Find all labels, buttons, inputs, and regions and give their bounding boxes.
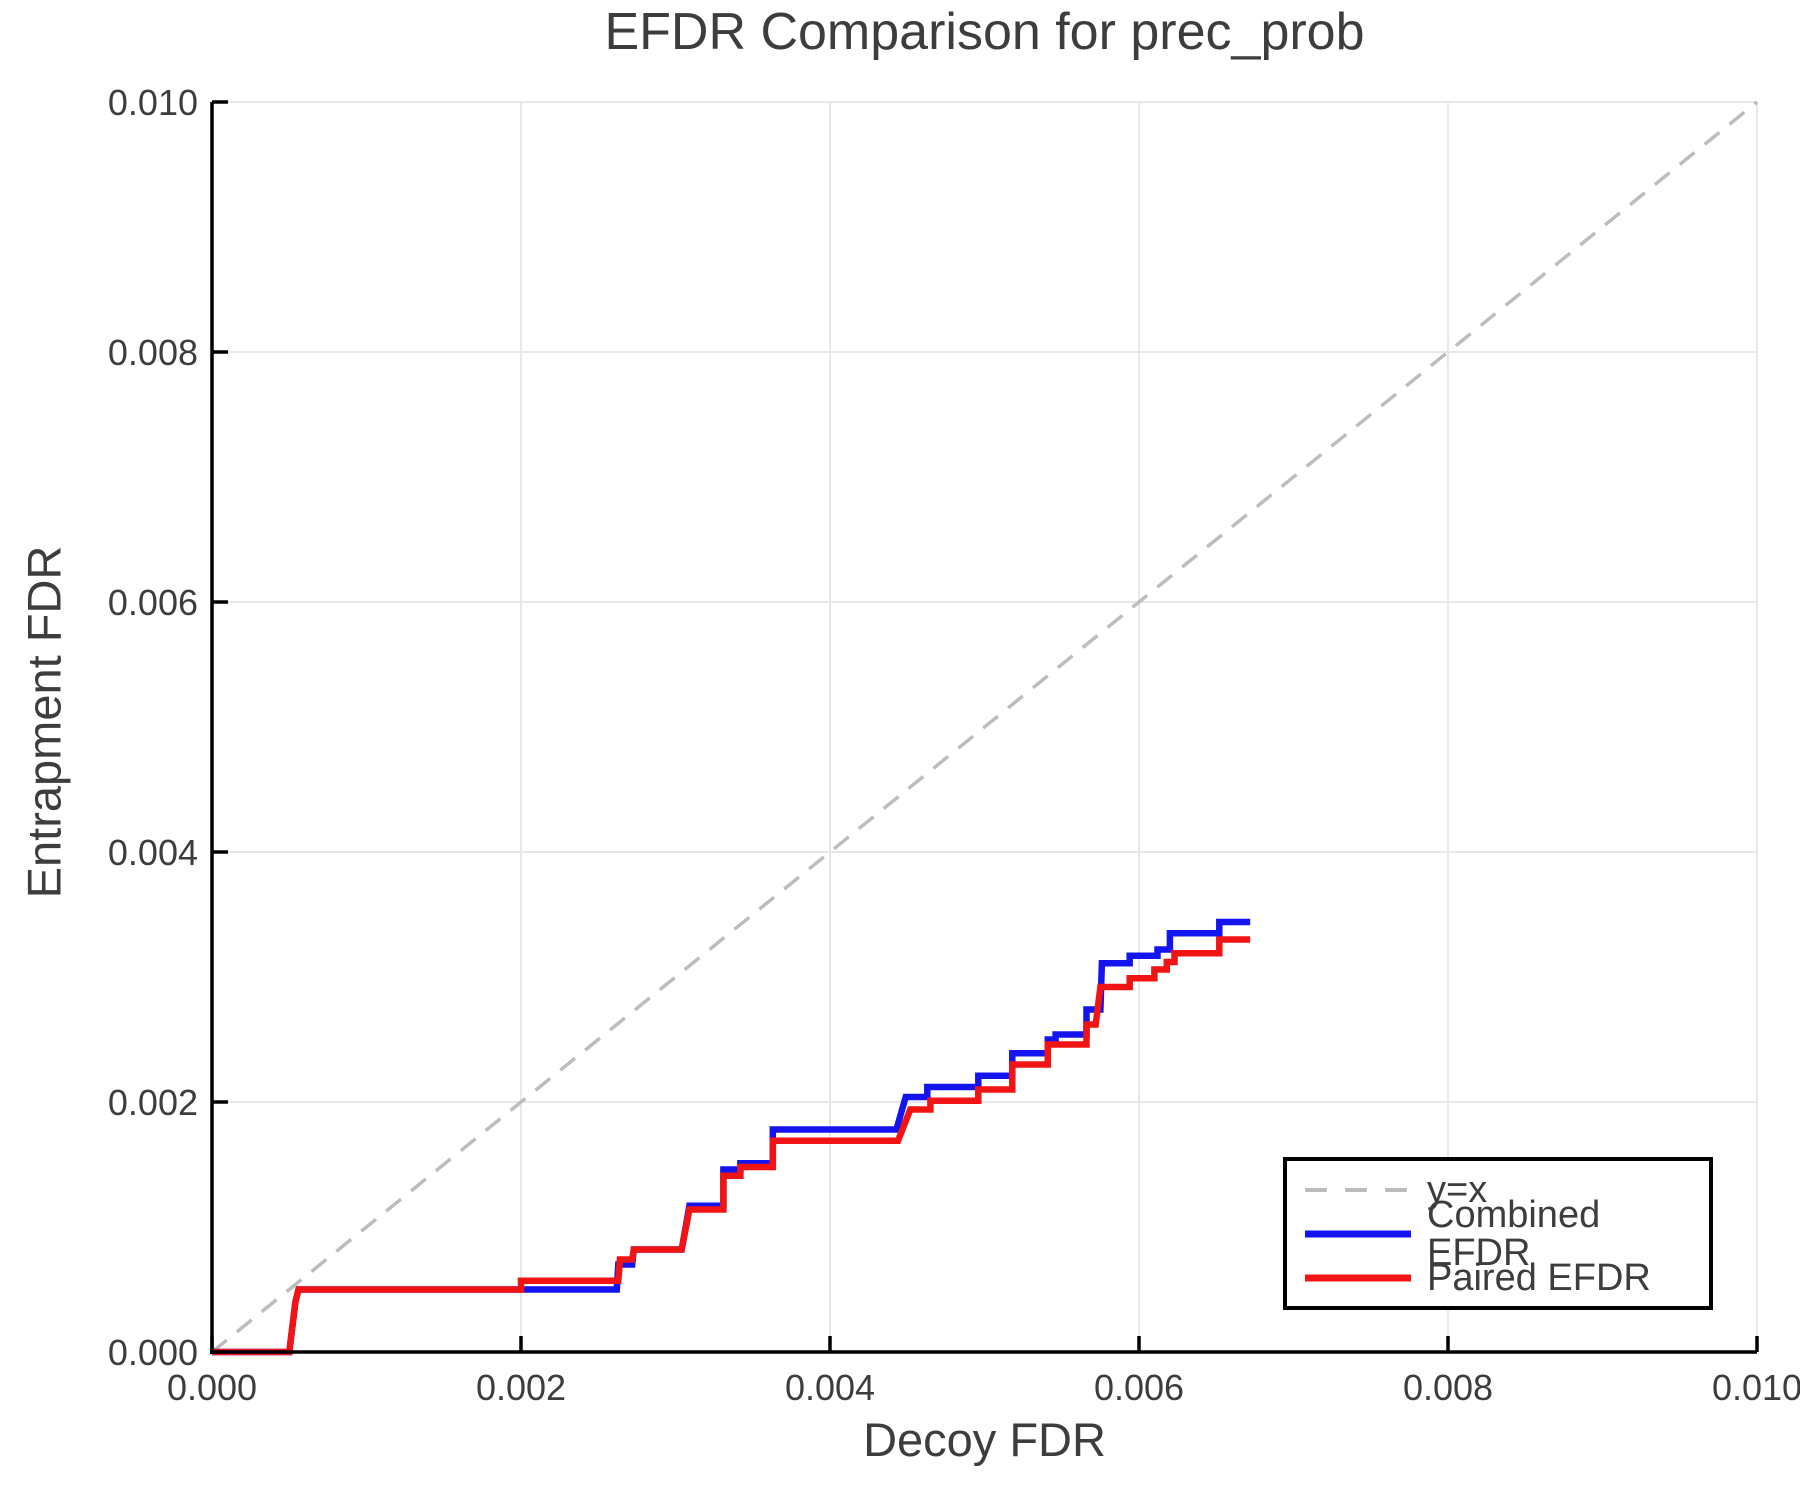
x-tick-label: 0.002 xyxy=(476,1367,566,1408)
x-tick-label: 0.004 xyxy=(785,1367,875,1408)
legend-label-combined: Combined EFDR xyxy=(1427,1193,1601,1274)
legend-red-line-icon xyxy=(1305,1274,1411,1281)
legend-item-combined: Combined EFDR xyxy=(1303,1196,1709,1272)
series-paired-efdr xyxy=(212,936,1251,1356)
y-tick-label: 0.006 xyxy=(108,582,198,623)
legend: y=x Combined EFDR Paired EFDR xyxy=(1283,1157,1713,1310)
legend-blue-line-icon xyxy=(1305,1230,1411,1237)
legend-label-identity: y=x xyxy=(1427,1168,1488,1211)
legend-dashed-line-icon xyxy=(1305,1187,1411,1192)
chart-title: EFDR Comparison for prec_prob xyxy=(604,3,1365,61)
y-tick-label: 0.010 xyxy=(108,82,198,123)
legend-item-identity: y=x xyxy=(1303,1168,1709,1212)
series-y-x xyxy=(210,100,1759,1354)
y-tick-label: 0.002 xyxy=(108,1082,198,1123)
y-tick-label: 0.000 xyxy=(108,1332,198,1373)
x-tick-label: 0.000 xyxy=(167,1367,257,1408)
legend-label-paired: Paired EFDR xyxy=(1427,1256,1651,1299)
y-tick-label: 0.004 xyxy=(108,832,198,873)
x-axis-label: Decoy FDR xyxy=(863,1413,1106,1466)
legend-item-paired: Paired EFDR xyxy=(1303,1256,1709,1300)
y-axis-label: Entrapment FDR xyxy=(17,545,71,899)
y-tick-label: 0.008 xyxy=(108,332,198,373)
x-tick-label: 0.010 xyxy=(1712,1367,1800,1408)
x-tick-label: 0.008 xyxy=(1403,1367,1493,1408)
x-tick-label: 0.006 xyxy=(1094,1367,1184,1408)
